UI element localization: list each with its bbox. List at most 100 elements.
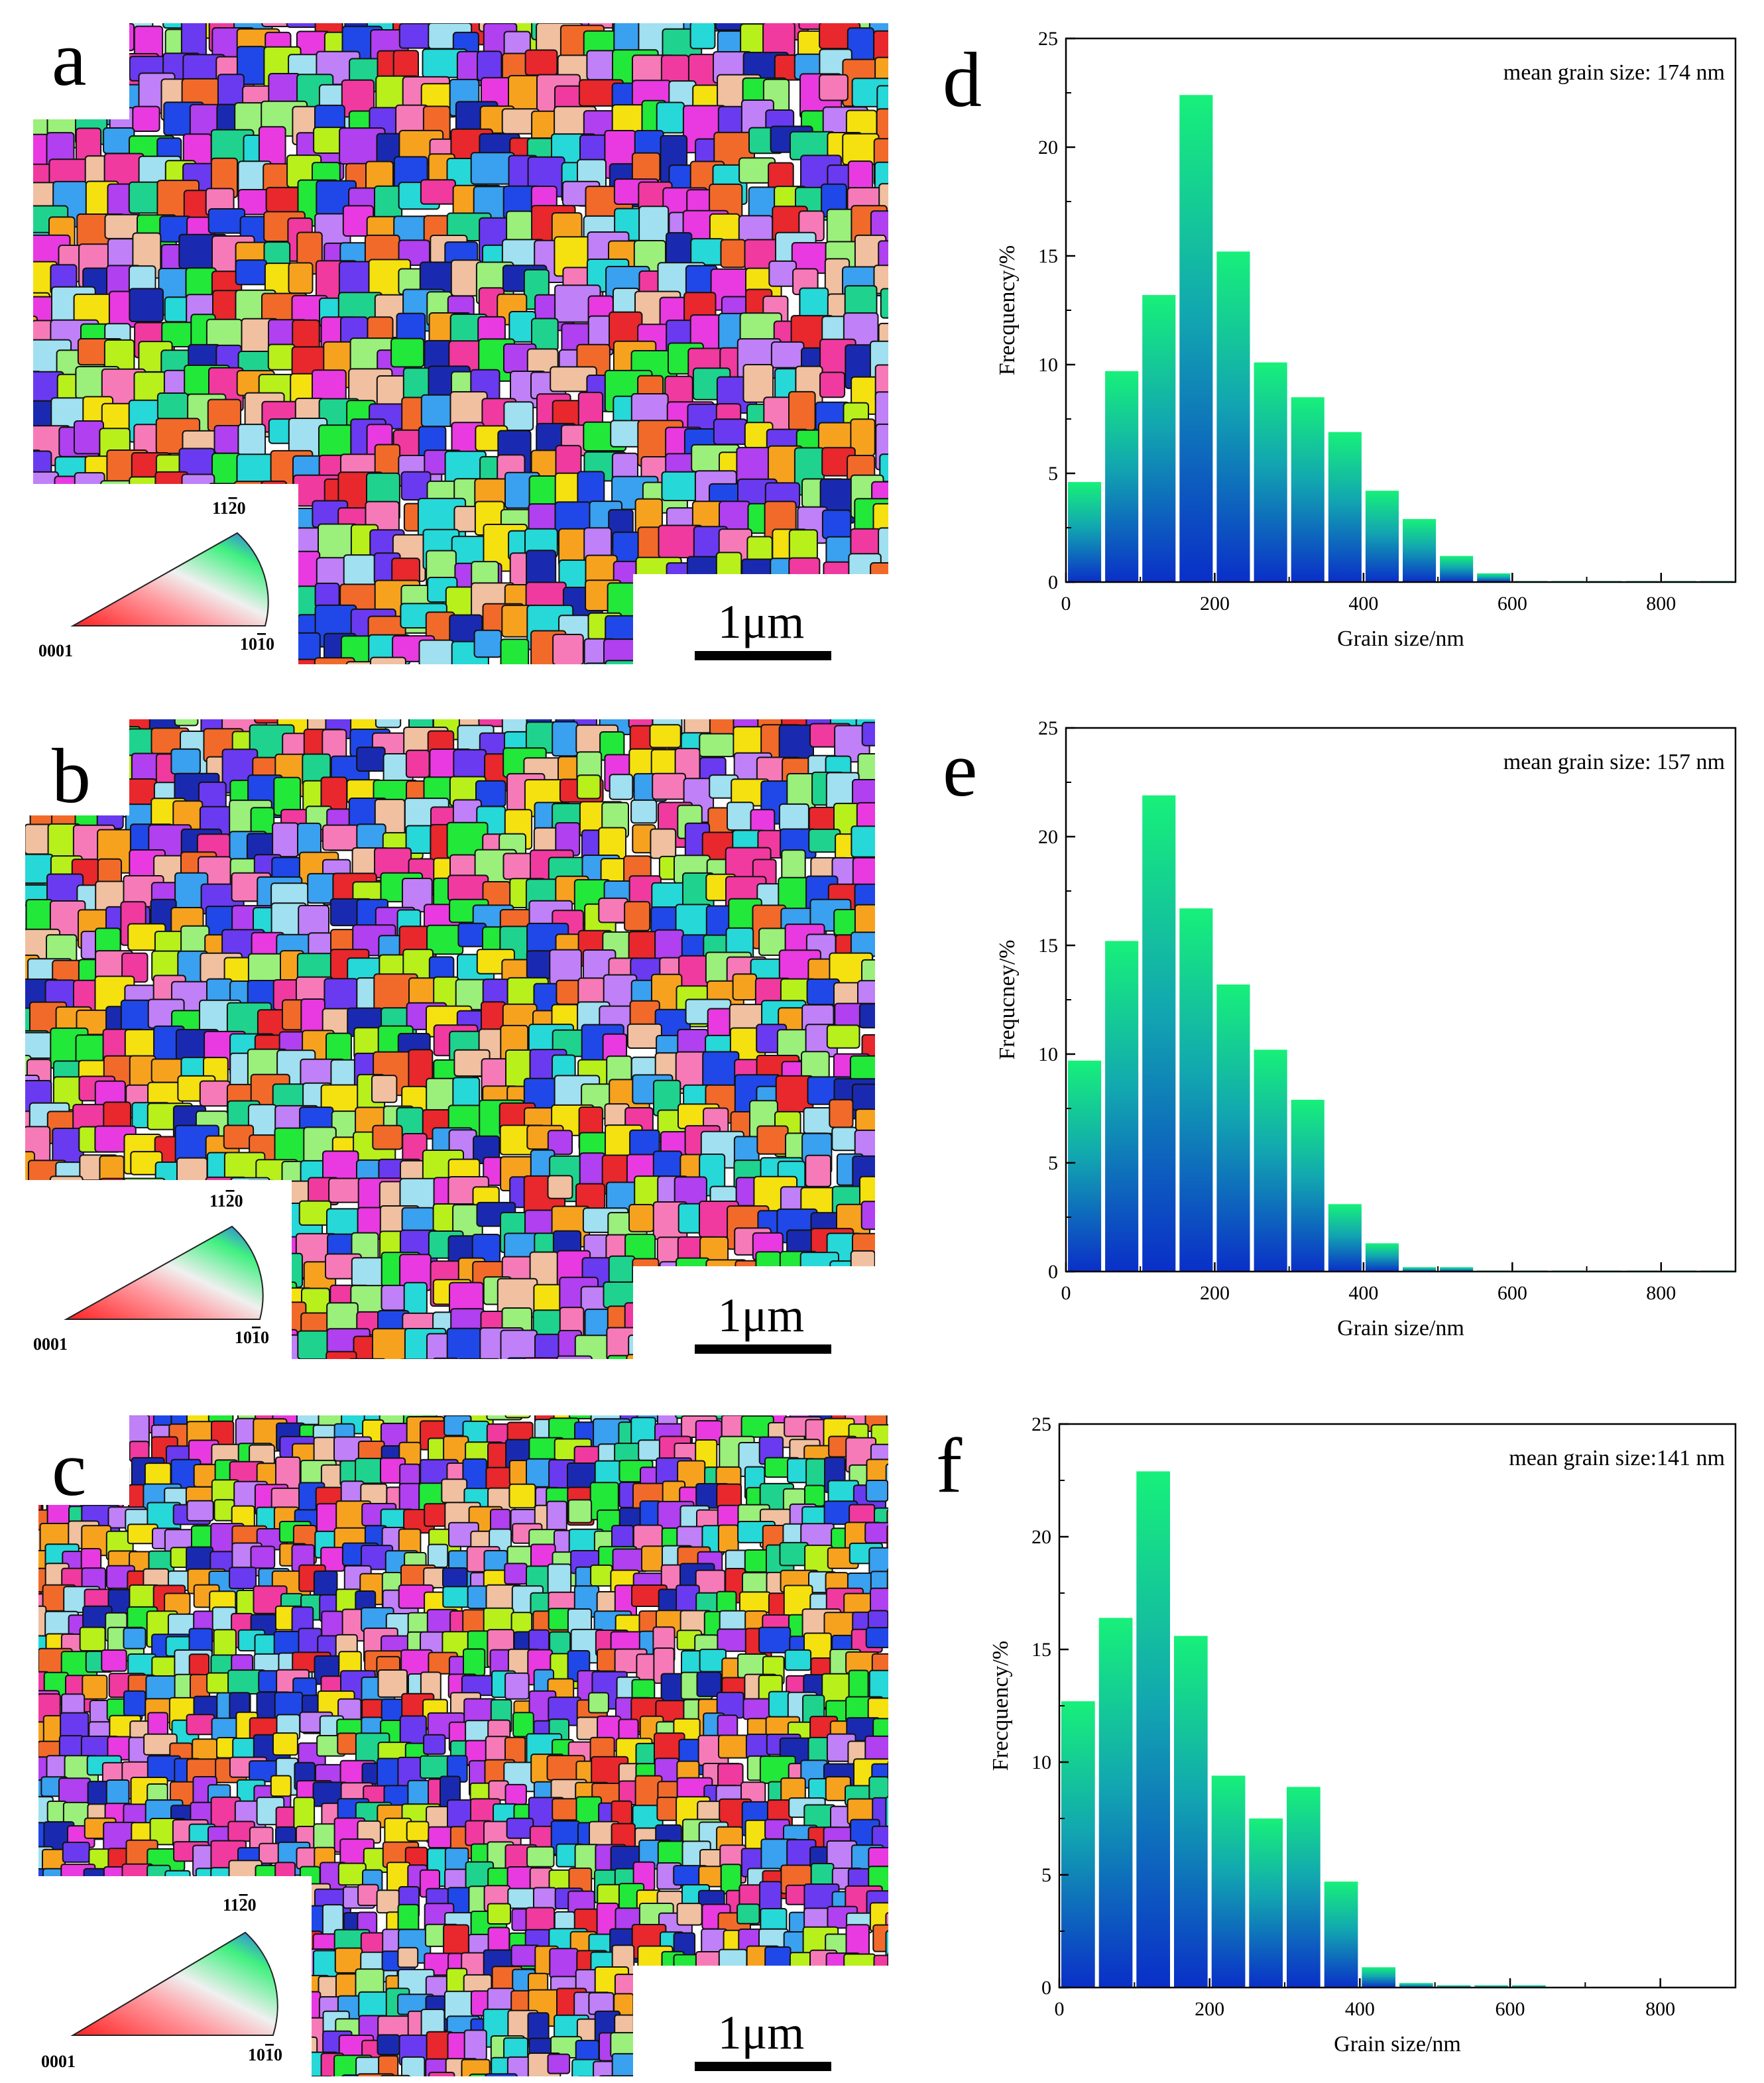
grain — [50, 581, 92, 623]
grain — [0, 804, 24, 829]
grain — [390, 337, 425, 368]
grain — [398, 1358, 438, 1359]
histogram-bar — [1474, 1985, 1508, 1988]
grain — [62, 2078, 96, 2083]
grain — [172, 1362, 198, 1366]
grain — [858, 1352, 875, 1359]
x-tick-label: 0 — [1061, 1282, 1071, 1304]
grain — [630, 799, 658, 824]
grain — [427, 1543, 449, 1569]
grain — [38, 2074, 47, 2076]
grain — [478, 719, 506, 727]
grain — [211, 2075, 246, 2076]
grain — [33, 399, 36, 446]
grain — [864, 2029, 887, 2054]
grain — [274, 1954, 306, 1980]
grain — [463, 2029, 487, 2061]
grain — [100, 480, 133, 512]
histogram-bar — [1179, 908, 1213, 1272]
grain — [40, 1882, 64, 1920]
grain — [872, 1924, 888, 1952]
grain — [25, 719, 51, 737]
grain — [851, 1991, 884, 2021]
grain — [892, 1399, 896, 1424]
grain — [500, 667, 540, 670]
grain — [588, 1692, 609, 1714]
grain — [628, 719, 654, 729]
grain — [665, 607, 705, 646]
grain — [870, 659, 888, 664]
grain — [885, 1463, 888, 1485]
grain — [894, 1632, 895, 1667]
grain — [33, 526, 52, 575]
grain — [261, 658, 290, 664]
grain — [321, 2080, 344, 2083]
grain — [345, 661, 377, 664]
grain — [892, 1676, 895, 1696]
grain — [103, 780, 131, 817]
histogram-bar — [1287, 1787, 1321, 1988]
grain — [885, 1912, 888, 1934]
histogram-bar — [1249, 1818, 1283, 1988]
grain — [640, 587, 683, 635]
grain — [1, 1698, 28, 1725]
grain — [74, 1253, 121, 1299]
histogram-bar — [1399, 1983, 1433, 1988]
grain — [170, 2038, 194, 2066]
scale-bar-c: 1μm — [695, 2006, 831, 2071]
grain — [123, 1690, 147, 1716]
grain — [598, 2075, 637, 2076]
grain — [0, 1797, 29, 1832]
y-tick-label: 0 — [1048, 1261, 1058, 1283]
grain — [720, 239, 746, 268]
grain — [83, 1458, 117, 1486]
grain — [857, 980, 875, 1010]
grain — [849, 634, 883, 664]
x-tick-label: 600 — [1496, 1998, 1525, 2020]
grain — [137, 508, 172, 554]
y-tick-label: 10 — [1038, 1043, 1058, 1065]
grain — [78, 1211, 124, 1252]
grain — [842, 133, 880, 166]
grain — [38, 1930, 51, 1960]
grain — [33, 133, 34, 172]
grain — [788, 390, 816, 432]
histogram-bar — [1142, 795, 1176, 1272]
grain — [504, 1783, 527, 1805]
grain — [33, 508, 46, 542]
grain — [280, 1884, 314, 1914]
grain — [556, 1355, 593, 1359]
grain — [864, 1521, 888, 1544]
histogram-bar — [1365, 1243, 1399, 1272]
grain — [172, 1327, 202, 1359]
grain — [522, 1357, 564, 1359]
ebsd-map-a-svg: a 0001 1120 1010 1μm — [0, 0, 888, 670]
grain — [347, 1358, 387, 1359]
grain — [879, 584, 888, 628]
grain — [25, 1285, 62, 1327]
x-tick-label: 200 — [1200, 1282, 1230, 1304]
grain — [804, 1484, 825, 1507]
grain — [844, 1967, 866, 2002]
grain — [80, 553, 122, 584]
grain — [233, 668, 259, 670]
grain — [653, 2015, 681, 2054]
grain — [105, 532, 152, 581]
grain — [744, 2080, 764, 2083]
grain — [858, 1003, 875, 1029]
grain — [63, 1927, 90, 1955]
y-tick-label: 15 — [1031, 1639, 1051, 1661]
grain — [689, 23, 716, 50]
grain — [715, 23, 744, 31]
grain — [481, 668, 526, 670]
grain — [755, 1251, 782, 1288]
grain — [62, 1842, 90, 1863]
grain — [782, 2078, 817, 2083]
grain — [126, 1332, 156, 1359]
histogram-bar — [1324, 1881, 1358, 1988]
grain — [286, 658, 332, 664]
grain — [883, 1135, 888, 1171]
y-tick-label: 20 — [1038, 137, 1058, 158]
grain — [657, 1970, 689, 1995]
histogram-bar — [1440, 556, 1474, 582]
